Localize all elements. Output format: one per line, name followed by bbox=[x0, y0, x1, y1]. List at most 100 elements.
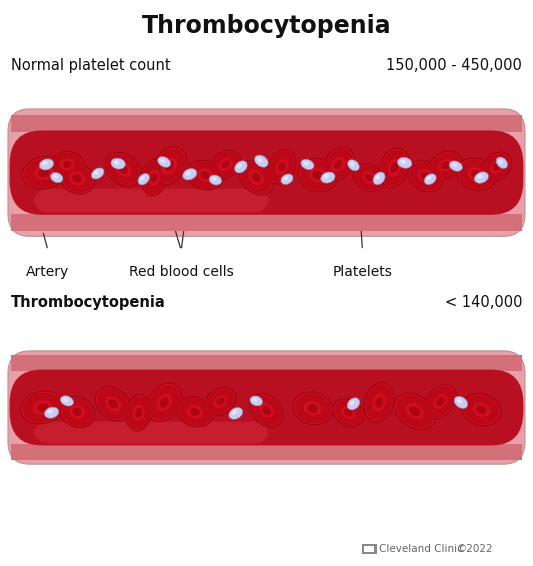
Ellipse shape bbox=[115, 162, 131, 177]
Ellipse shape bbox=[425, 385, 456, 418]
Ellipse shape bbox=[96, 388, 130, 419]
Ellipse shape bbox=[350, 400, 354, 405]
Ellipse shape bbox=[429, 151, 462, 179]
Ellipse shape bbox=[262, 406, 271, 415]
Ellipse shape bbox=[433, 394, 448, 409]
Ellipse shape bbox=[350, 162, 354, 166]
Ellipse shape bbox=[216, 398, 225, 405]
Ellipse shape bbox=[52, 152, 82, 177]
Ellipse shape bbox=[251, 395, 282, 426]
Ellipse shape bbox=[91, 168, 104, 179]
Ellipse shape bbox=[381, 149, 408, 186]
Ellipse shape bbox=[333, 399, 364, 426]
Ellipse shape bbox=[44, 407, 59, 418]
Ellipse shape bbox=[430, 152, 461, 178]
Ellipse shape bbox=[354, 165, 383, 190]
Ellipse shape bbox=[398, 157, 412, 168]
Text: Thrombocytopenia: Thrombocytopenia bbox=[11, 295, 165, 310]
Ellipse shape bbox=[214, 395, 228, 408]
FancyBboxPatch shape bbox=[11, 114, 522, 132]
Ellipse shape bbox=[60, 158, 74, 170]
Ellipse shape bbox=[482, 152, 512, 182]
Ellipse shape bbox=[237, 164, 242, 168]
Ellipse shape bbox=[47, 409, 53, 414]
Ellipse shape bbox=[157, 394, 172, 411]
Ellipse shape bbox=[387, 159, 401, 177]
Ellipse shape bbox=[63, 398, 68, 402]
Ellipse shape bbox=[294, 393, 331, 423]
Ellipse shape bbox=[221, 161, 230, 168]
Ellipse shape bbox=[441, 161, 450, 169]
Ellipse shape bbox=[375, 397, 383, 408]
Ellipse shape bbox=[69, 171, 85, 186]
Ellipse shape bbox=[348, 160, 359, 171]
Ellipse shape bbox=[179, 398, 212, 426]
Text: Red blood cells: Red blood cells bbox=[129, 265, 233, 278]
Ellipse shape bbox=[235, 161, 247, 173]
Ellipse shape bbox=[408, 160, 442, 192]
Ellipse shape bbox=[259, 403, 274, 418]
Ellipse shape bbox=[276, 159, 288, 175]
Ellipse shape bbox=[281, 174, 293, 185]
Text: Thrombocytopenia: Thrombocytopenia bbox=[142, 14, 391, 38]
Ellipse shape bbox=[161, 157, 177, 175]
Ellipse shape bbox=[42, 161, 48, 166]
FancyBboxPatch shape bbox=[11, 214, 522, 231]
Ellipse shape bbox=[498, 160, 503, 164]
Ellipse shape bbox=[257, 158, 263, 162]
FancyBboxPatch shape bbox=[362, 543, 372, 554]
Ellipse shape bbox=[142, 161, 166, 194]
Ellipse shape bbox=[108, 399, 118, 409]
Ellipse shape bbox=[477, 174, 483, 179]
Ellipse shape bbox=[341, 406, 356, 419]
Ellipse shape bbox=[322, 148, 354, 181]
Ellipse shape bbox=[293, 392, 333, 424]
Ellipse shape bbox=[105, 396, 121, 411]
Ellipse shape bbox=[118, 165, 128, 174]
Ellipse shape bbox=[334, 160, 343, 169]
Bar bbox=[11, 452, 522, 458]
Ellipse shape bbox=[496, 157, 507, 169]
Ellipse shape bbox=[364, 383, 394, 422]
Ellipse shape bbox=[347, 398, 360, 410]
Ellipse shape bbox=[373, 172, 385, 185]
Ellipse shape bbox=[255, 155, 268, 167]
Bar bbox=[11, 116, 522, 123]
FancyBboxPatch shape bbox=[34, 188, 269, 212]
Ellipse shape bbox=[375, 175, 380, 180]
Text: Normal platelet count: Normal platelet count bbox=[11, 58, 170, 72]
Ellipse shape bbox=[307, 404, 318, 413]
Ellipse shape bbox=[24, 157, 64, 188]
Ellipse shape bbox=[154, 148, 185, 184]
Ellipse shape bbox=[331, 157, 345, 172]
Ellipse shape bbox=[38, 168, 50, 177]
Ellipse shape bbox=[72, 174, 82, 183]
Ellipse shape bbox=[390, 162, 399, 173]
Ellipse shape bbox=[304, 401, 321, 415]
Ellipse shape bbox=[22, 392, 62, 423]
Ellipse shape bbox=[159, 397, 169, 408]
Ellipse shape bbox=[148, 169, 160, 186]
Ellipse shape bbox=[62, 161, 71, 168]
Ellipse shape bbox=[72, 408, 82, 416]
Ellipse shape bbox=[60, 396, 74, 406]
Ellipse shape bbox=[312, 170, 323, 179]
Ellipse shape bbox=[61, 164, 94, 193]
Ellipse shape bbox=[490, 160, 503, 174]
Ellipse shape bbox=[138, 174, 149, 185]
Ellipse shape bbox=[36, 403, 49, 412]
Ellipse shape bbox=[449, 161, 463, 171]
Ellipse shape bbox=[127, 396, 150, 430]
Ellipse shape bbox=[248, 170, 264, 186]
Bar bbox=[11, 222, 522, 229]
Ellipse shape bbox=[22, 156, 66, 189]
Ellipse shape bbox=[436, 397, 445, 406]
Ellipse shape bbox=[34, 165, 54, 180]
Ellipse shape bbox=[177, 397, 213, 427]
Ellipse shape bbox=[212, 177, 216, 181]
Ellipse shape bbox=[421, 171, 430, 180]
Ellipse shape bbox=[212, 151, 240, 178]
Ellipse shape bbox=[158, 157, 171, 168]
FancyBboxPatch shape bbox=[364, 546, 370, 552]
Ellipse shape bbox=[324, 149, 353, 180]
